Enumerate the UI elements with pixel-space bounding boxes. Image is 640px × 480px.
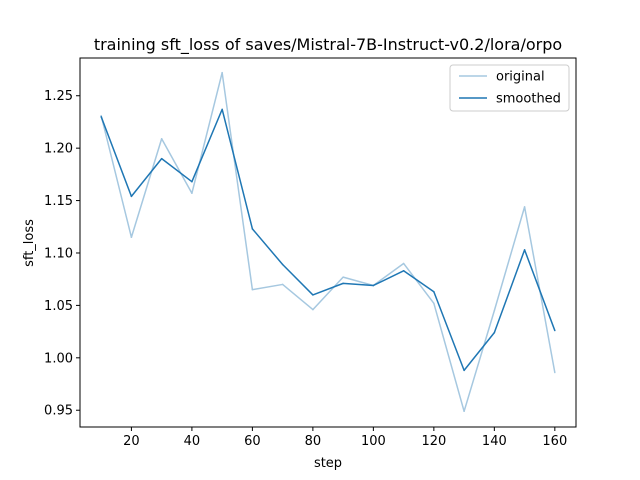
data-point-smoothed	[493, 331, 496, 334]
plot-area	[100, 71, 556, 413]
data-point-smoothed	[554, 329, 556, 332]
x-tick-label: 160	[542, 434, 567, 449]
data-point-smoothed	[372, 284, 375, 287]
data-point-smoothed	[130, 195, 133, 198]
data-point-original	[342, 276, 344, 278]
legend-label-original: original	[496, 70, 545, 85]
data-point-original	[402, 262, 405, 265]
legend-label-smoothed: smoothed	[496, 92, 561, 107]
x-axis-label: step	[314, 456, 342, 471]
series-line-smoothed	[100, 108, 556, 372]
x-tick-label: 60	[244, 434, 261, 449]
data-point-original	[191, 192, 193, 194]
data-point-original	[221, 71, 223, 74]
data-point-smoothed	[221, 108, 223, 111]
y-tick-label: 1.20	[44, 142, 73, 157]
y-axis-label: sft_loss	[22, 219, 37, 267]
data-point-smoothed	[191, 180, 193, 183]
data-point-original	[493, 309, 496, 312]
x-tick-label: 80	[305, 434, 322, 449]
y-tick-label: 0.95	[44, 404, 73, 419]
data-point-original	[281, 283, 284, 286]
data-point-smoothed	[463, 369, 465, 372]
data-point-smoothed	[100, 115, 102, 118]
y-tick-label: 1.10	[44, 246, 73, 261]
x-axis: 20 40 60 80 100 120 140 160	[123, 427, 567, 449]
plot-frame	[79, 57, 577, 428]
data-point-original	[312, 308, 314, 311]
data-point-smoothed	[251, 228, 254, 230]
data-point-original	[100, 114, 102, 117]
data-point-smoothed	[281, 263, 284, 266]
data-point-original	[251, 288, 254, 291]
y-axis: 0.95 1.00 1.05 1.10 1.15 1.20 1.25	[44, 89, 80, 419]
x-tick-label: 100	[361, 434, 386, 449]
data-point-smoothed	[160, 157, 163, 160]
y-tick-label: 1.15	[44, 194, 73, 209]
y-tick-label: 1.25	[44, 89, 73, 104]
chart-title: training sft_loss of saves/Mistral-7B-In…	[94, 35, 562, 55]
data-point-original	[463, 410, 465, 413]
data-point-original	[160, 137, 163, 140]
data-point-smoothed	[523, 249, 526, 251]
data-point-smoothed	[342, 282, 344, 285]
data-point-smoothed	[402, 270, 405, 272]
legend: original smoothed	[449, 64, 570, 112]
data-point-original	[433, 302, 435, 305]
data-point-original	[130, 236, 133, 239]
y-tick-label: 1.05	[44, 299, 73, 314]
data-point-original	[523, 206, 526, 208]
x-tick-label: 40	[184, 434, 201, 449]
data-point-smoothed	[433, 291, 435, 293]
y-tick-label: 1.00	[44, 351, 73, 366]
x-tick-label: 140	[482, 434, 507, 449]
series-line-original	[100, 71, 556, 413]
x-tick-label: 20	[123, 434, 140, 449]
data-point-smoothed	[312, 294, 314, 296]
data-point-original	[554, 371, 556, 374]
x-tick-label: 120	[421, 434, 446, 449]
